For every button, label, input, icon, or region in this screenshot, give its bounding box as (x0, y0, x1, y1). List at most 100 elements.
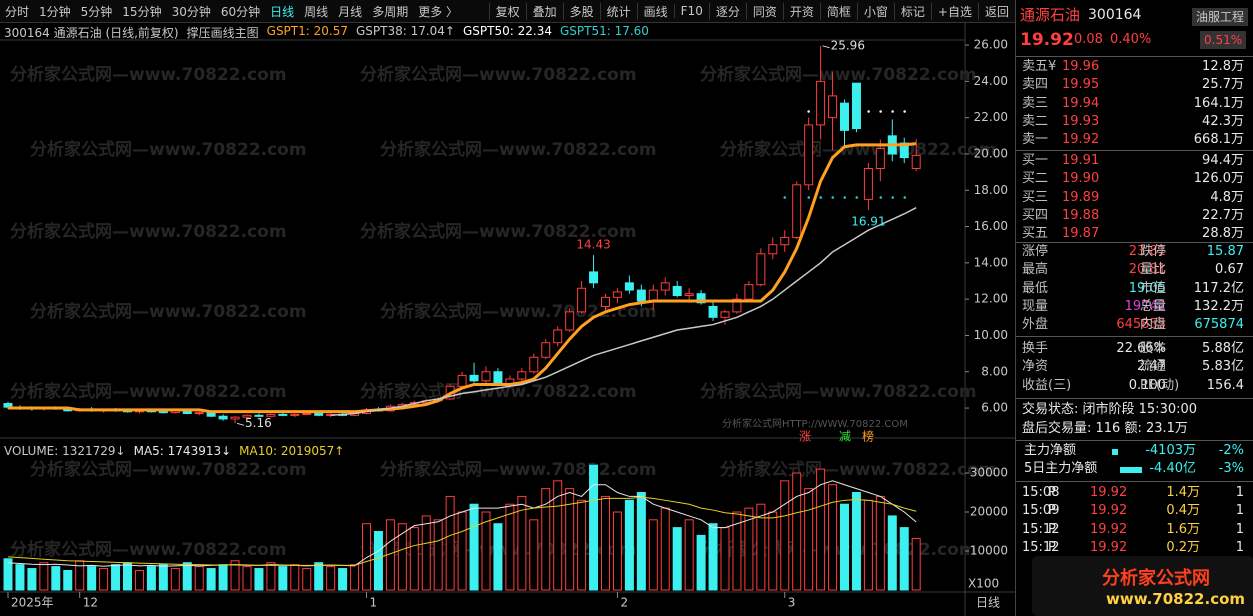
candle-body (302, 412, 312, 415)
toolbar-button[interactable]: 标记 (893, 2, 931, 20)
quote-cell: 19742 (1124, 298, 1166, 314)
y-tick-label: 10.00 (974, 328, 1008, 342)
indicator-line (330, 207, 917, 417)
volume-bar (242, 566, 252, 591)
candle-body (768, 244, 778, 255)
quote-cell: 23.81 (1128, 244, 1166, 259)
candle-body (517, 371, 527, 380)
volume-bar (828, 484, 838, 591)
separator (1016, 481, 1253, 482)
volume-bar (732, 511, 742, 591)
legend-item: GSPT50: 22.34 (463, 24, 552, 38)
toolbar-button[interactable]: 复权 (488, 2, 526, 20)
volume-bar (338, 568, 348, 591)
candle-body (314, 412, 324, 416)
volume-bar (648, 519, 658, 591)
volume-bar (672, 527, 682, 591)
candle-body (158, 411, 168, 414)
toolbar-button[interactable]: 返回 (977, 2, 1015, 20)
quote-cell: 19.96 (1062, 59, 1100, 74)
status-text: 盘后交易量: 116 额: 23.1万 (1022, 421, 1188, 436)
y-tick-label: 20000 (970, 505, 1008, 519)
separator (1016, 242, 1253, 243)
toolbar-tab[interactable]: 多周期 (372, 4, 409, 19)
volume-bar (553, 480, 563, 591)
x-tick-label: 2025年 (11, 596, 54, 610)
status-row: 盘后交易量: 116 额: 23.1万 (1016, 420, 1252, 438)
toolbar-button[interactable]: 简框 (819, 2, 857, 20)
toolbar-button[interactable]: 叠加 (525, 2, 563, 20)
quote-cell: 19.87 (1062, 226, 1100, 242)
volume-bar (911, 537, 921, 591)
quote-row: 卖一 19.92 668.1万 (1016, 131, 1252, 149)
quote-row: 外盘 645855 内盘 675874 (1016, 316, 1252, 334)
quote-cell: 19.90 (1062, 171, 1100, 187)
quote-cell: 19.93 (1062, 113, 1100, 129)
toolbar-button[interactable]: 小窗 (856, 2, 894, 20)
quote-cell: -2% (1218, 443, 1244, 458)
volume-bar (39, 562, 49, 591)
toolbar-button[interactable]: 画线 (636, 2, 674, 20)
sector-button[interactable]: 油服工程 (1192, 8, 1249, 26)
toolbar-tab[interactable]: 月线 (338, 4, 363, 19)
candle-body (553, 329, 563, 344)
quote-cell: 19.89 (1062, 189, 1100, 205)
volume-bar (887, 515, 897, 591)
toolbar-button[interactable]: 同资 (745, 2, 783, 20)
toolbar-button[interactable]: 逐分 (708, 2, 746, 20)
quote-cell: 卖一 (1022, 132, 1049, 148)
toolbar-button[interactable]: 多股 (562, 2, 600, 20)
y-tick-label: 30000 (970, 466, 1008, 480)
toolbar-tab[interactable]: 分时 (5, 4, 30, 19)
volume-bar (505, 503, 515, 591)
quote-cell: 22.7万 (1202, 207, 1244, 223)
y-tick-label: 26.00 (974, 38, 1008, 52)
separator (1016, 398, 1253, 399)
quote-cell: 15:09 (1022, 503, 1060, 519)
toolbar-button[interactable]: F10 (673, 4, 709, 18)
candle-body (577, 287, 587, 313)
toolbar-button[interactable]: 统计 (599, 2, 637, 20)
quote-panel: 通源石油 300164 油服工程 19.92 0.08 0.40% 0.51% … (1015, 0, 1253, 616)
volume-bar (660, 507, 670, 591)
quote-row: 净资 2.47 流通 5.83亿 (1016, 358, 1252, 376)
quote-cell: 5日主力净额 (1024, 461, 1098, 477)
x-tick-label: 2 (620, 596, 628, 610)
toolbar-tab[interactable]: 更多 〉 (418, 4, 459, 19)
volume-bar (792, 472, 802, 591)
quote-cell: 1 (1235, 503, 1244, 519)
quote-cell: 最高 (1022, 262, 1049, 278)
toolbar-tab[interactable]: 5分钟 (80, 4, 113, 19)
quote-cell: 最低 (1022, 280, 1049, 296)
watermark: 分析家公式网—www.70822.com (380, 459, 657, 480)
candle-body (708, 305, 718, 318)
volume-bar (290, 564, 300, 591)
volume-bar (218, 564, 228, 591)
volume-bar (696, 534, 706, 591)
quote-cell: 117.2亿 (1193, 280, 1244, 296)
volume-bar (314, 562, 324, 591)
quote-cell: PE(动) (1140, 377, 1180, 393)
toolbar-tab[interactable]: 15分钟 (122, 4, 162, 19)
volume-bar (624, 499, 634, 591)
toolbar-tab[interactable]: 周线 (304, 4, 329, 19)
toolbar-tab[interactable]: 日线 (270, 4, 295, 19)
quote-row: 买三 19.89 4.8万 (1016, 189, 1252, 207)
toolbar-tab[interactable]: 30分钟 (171, 4, 211, 19)
quote-cell: 卖四 (1022, 77, 1049, 93)
quote-cell: 现量 (1022, 298, 1049, 314)
candle-body (732, 298, 742, 313)
toolbar-tab[interactable]: 60分钟 (220, 4, 261, 19)
volume-bar (875, 495, 885, 591)
logo: 分析家公式网 www.70822.com (1032, 556, 1253, 616)
quote-cell: 1 (1235, 485, 1244, 500)
toolbar-button[interactable]: +自选 (930, 2, 978, 20)
quote-row: 买四 19.88 22.7万 (1016, 207, 1252, 225)
annotation: 16.91 (851, 215, 885, 229)
candle-body (863, 167, 873, 200)
candle-body (684, 293, 694, 297)
toolbar-button[interactable]: 开资 (782, 2, 820, 20)
candle-body (899, 142, 909, 159)
toolbar-tab[interactable]: 1分钟 (39, 4, 71, 19)
volume-bar (278, 566, 288, 591)
